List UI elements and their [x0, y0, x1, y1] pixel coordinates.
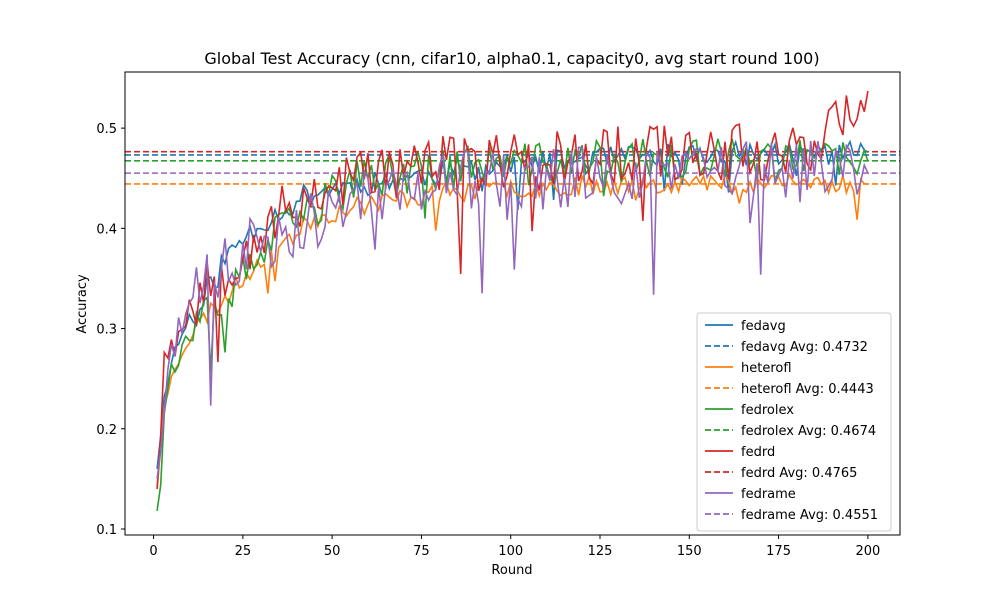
legend-avg-label: fedavg Avg: 0.4732: [741, 340, 868, 355]
legend-avg-label: heterofl Avg: 0.4443: [741, 382, 874, 397]
y-tick-label: 0.1: [96, 523, 117, 538]
series-line-fedrame: [156, 141, 869, 480]
series-line-fedrd: [156, 90, 869, 489]
series-line-heterofl: [156, 172, 868, 489]
legend-label: fedavg: [741, 319, 786, 334]
legend-avg-label: fedrame Avg: 0.4551: [741, 508, 878, 523]
y-tick-label: 0.4: [96, 222, 117, 237]
x-tick-label: 125: [588, 544, 613, 559]
legend-label: fedrolex: [741, 403, 794, 418]
chart-title: Global Test Accuracy (cnn, cifar10, alph…: [204, 49, 819, 68]
y-axis-label: Accuracy: [75, 274, 90, 334]
x-tick-label: 50: [324, 544, 341, 559]
legend-avg-label: fedrd Avg: 0.4765: [741, 466, 857, 481]
legend-box: [696, 312, 892, 532]
legend: fedavg fedavg Avg: 0.4732 heterofl heterofl…: [696, 312, 892, 532]
legend-label: fedrame: [741, 487, 796, 502]
y-tick-label: 0.3: [96, 323, 117, 338]
legend-label: heterofl: [741, 361, 792, 376]
x-tick-label: 25: [235, 544, 252, 559]
legend-label: fedrd: [741, 445, 775, 460]
series-line-fedavg: [156, 139, 869, 469]
x-tick-label: 75: [413, 544, 430, 559]
x-tick-label: 150: [677, 544, 702, 559]
legend-avg-label: fedrolex Avg: 0.4674: [741, 424, 876, 439]
x-tick-label: 175: [766, 544, 791, 559]
x-axis-label: Round: [491, 563, 532, 578]
plot-frame: [124, 71, 901, 536]
y-tick-label: 0.2: [96, 423, 117, 438]
x-tick-label: 200: [855, 544, 880, 559]
x-tick-label: 100: [498, 544, 523, 559]
x-tick-label: 0: [149, 544, 157, 559]
y-tick-label: 0.5: [96, 122, 117, 137]
series-line-fedrolex: [156, 138, 869, 512]
